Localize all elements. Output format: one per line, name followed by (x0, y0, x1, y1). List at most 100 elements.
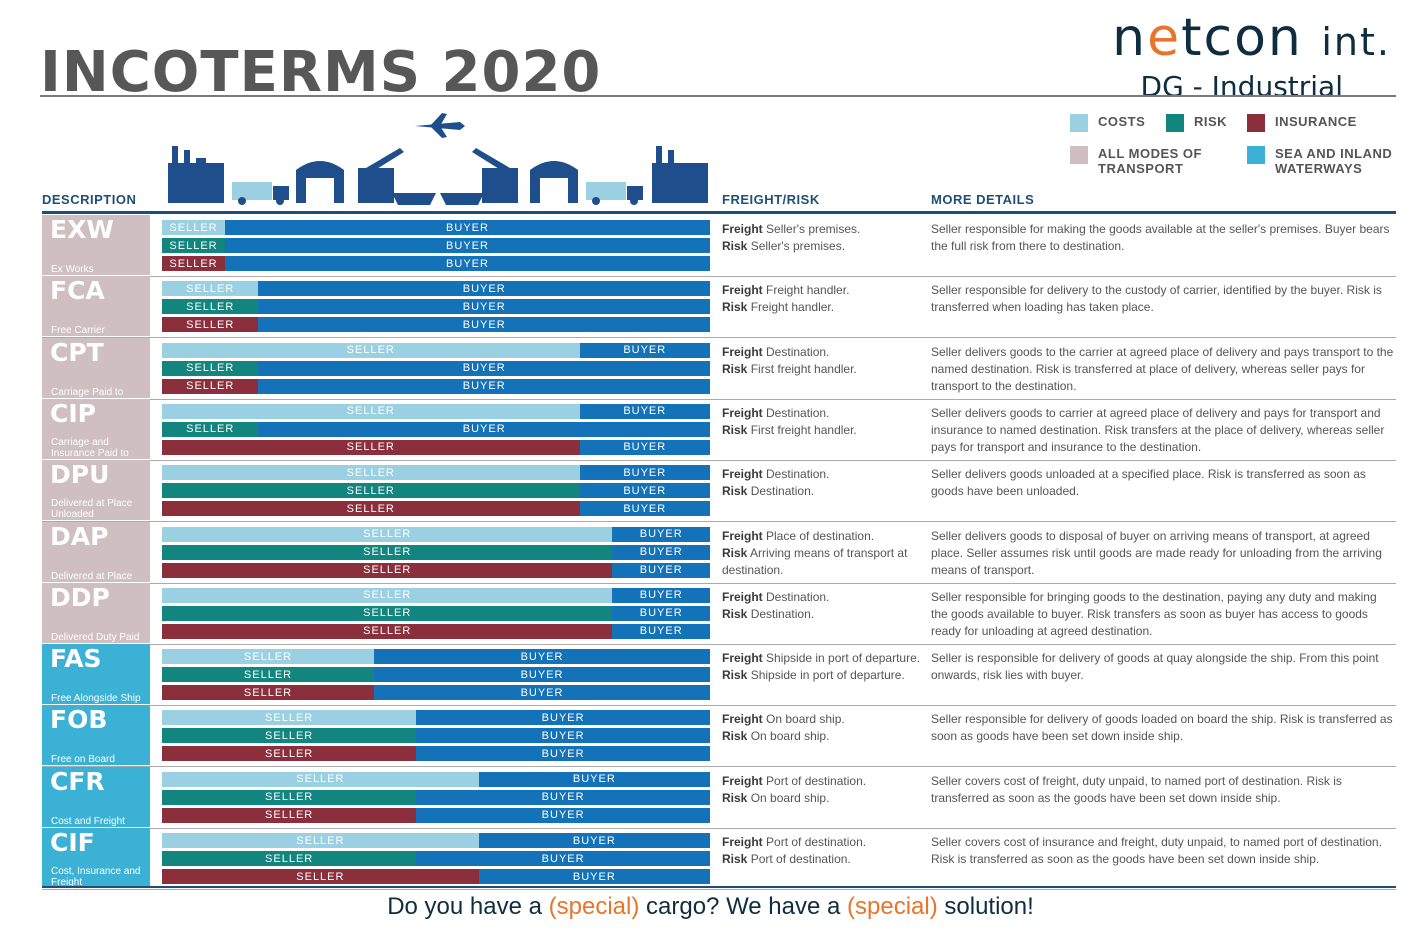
table-top-rule (42, 211, 1396, 214)
responsibility-bars: SELLER BUYER SELLER BUYER SELLER BUYER (162, 771, 710, 826)
term-label-block: CIP Carriage and Insurance Paid to (42, 398, 150, 459)
insurance-bar: SELLER BUYER (162, 378, 710, 394)
term-code: CIP (50, 398, 96, 428)
buyer-segment: BUYER (612, 623, 710, 639)
term-name: Free on Board (51, 754, 115, 766)
seller-segment: SELLER (162, 342, 580, 358)
responsibility-bars: SELLER BUYER SELLER BUYER SELLER BUYER (162, 649, 710, 703)
seller-segment: SELLER (162, 501, 580, 517)
term-name: Ex Works (51, 264, 94, 275)
buyer-segment: BUYER (258, 360, 710, 376)
risk-label: Risk (722, 484, 748, 499)
risk-bar: SELLER BUYER (162, 851, 710, 866)
cost-bar: SELLER BUYER (162, 649, 710, 665)
incoterm-row-fca: FCA Free Carrier SELLER BUYER SELLER BUYER SEL… (42, 276, 1396, 339)
term-label-block: FCA Free Carrier (42, 276, 150, 337)
term-code: EXW (50, 215, 114, 244)
header-more-details: MORE DETAILS (931, 192, 1035, 207)
freight-value: On board ship. (766, 712, 845, 727)
seller-segment: SELLER (162, 256, 226, 271)
more-details-cell: Seller responsible for delivery to the c… (931, 283, 1382, 315)
insurance-bar: SELLER BUYER (162, 256, 710, 271)
insurance-bar: SELLER BUYER (162, 746, 710, 762)
buyer-segment: BUYER (374, 649, 710, 665)
risk-value: Destination. (750, 606, 815, 621)
more-details-cell: Seller responsible for making the goods … (931, 222, 1390, 253)
insurance-bar: SELLER BUYER (162, 807, 710, 823)
risk-value: Arriving means of transport at destinati… (722, 545, 908, 577)
more-details-cell: Seller delivers goods to disposal of buy… (931, 528, 1382, 577)
risk-label: Risk (722, 852, 748, 866)
freight-value: Port of destination. (766, 835, 867, 849)
term-name: Cost and Freight (51, 815, 125, 827)
freight-risk-cell: Freight Place of destination. Risk Arrivi… (722, 528, 927, 579)
incoterm-row-fas: FAS Free Alongside Ship SELLER BUYER SELLER B… (42, 644, 1396, 707)
buyer-segment: BUYER (416, 789, 710, 805)
term-code: CPT (50, 337, 104, 367)
term-name: Delivered Duty Paid (51, 631, 140, 643)
seller-segment: SELLER (162, 439, 580, 455)
incoterm-row-exw: EXW Ex Works SELLER BUYER SELLER BUYER SELLER B… (42, 215, 1396, 277)
risk-label: Risk (722, 668, 748, 683)
seller-segment: SELLER (162, 526, 613, 542)
term-code: CIF (50, 828, 95, 857)
seller-segment: SELLER (162, 562, 613, 578)
term-name: Carriage and Insurance Paid to (51, 436, 129, 459)
freight-label: Freight (722, 651, 763, 666)
more-details-cell: Seller delivers goods to carrier at agre… (931, 405, 1385, 454)
risk-value: On board ship. (750, 790, 830, 805)
term-name: Free Alongside Ship (51, 693, 141, 705)
risk-value: First freight handler. (750, 361, 857, 376)
freight-value: Destination. (766, 589, 830, 604)
cost-bar: SELLER BUYER (162, 771, 710, 787)
legend-insurance: INSURANCE (1247, 114, 1397, 132)
incoterm-row-cfr: CFR Cost and Freight SELLER BUYER SELLER BUYE… (42, 766, 1396, 829)
freight-risk-cell: Freight Destination. Risk Destination. (722, 589, 927, 623)
responsibility-bars: SELLER BUYER SELLER BUYER SELLER BUYER (162, 526, 710, 581)
buyer-segment: BUYER (579, 403, 710, 419)
more-details-cell: Seller covers cost of insurance and frei… (931, 835, 1382, 866)
cost-bar: SELLER BUYER (162, 833, 710, 848)
term-name: Free Carrier (51, 325, 105, 337)
legend-sea: SEA AND INLAND WATERWAYS (1247, 146, 1407, 176)
seller-segment: SELLER (162, 317, 259, 333)
freight-risk-cell: Freight Shipside in port of departure. Ri… (722, 650, 927, 684)
header-rule (40, 95, 1396, 97)
factory-icon (168, 163, 224, 203)
insurance-bar: SELLER BUYER (162, 685, 710, 701)
buyer-segment: BUYER (374, 667, 710, 683)
buyer-segment: BUYER (579, 483, 710, 499)
term-label-block: DAP Delivered at Place (42, 521, 150, 582)
legend-swatch-costs (1070, 114, 1088, 132)
more-details-cell: Seller responsible for bringing goods to… (931, 589, 1377, 638)
risk-value: Seller's premises. (750, 239, 846, 253)
term-name: Cost, Insurance and Freight (51, 866, 141, 888)
buyer-segment: BUYER (579, 439, 710, 455)
risk-value: Freight handler. (750, 300, 835, 315)
freight-value: Destination. (766, 467, 830, 482)
seller-segment: SELLER (162, 544, 613, 560)
legend-swatch-sea (1247, 146, 1265, 164)
seller-segment: SELLER (162, 746, 417, 762)
legend-costs: COSTS (1070, 114, 1230, 132)
header-freight-risk: FREIGHT/RISK (722, 192, 820, 207)
more-details-cell: Seller delivers goods unloaded at a spec… (931, 467, 1366, 499)
term-name: Delivered at Place Unloaded (51, 498, 133, 521)
buyer-segment: BUYER (579, 342, 710, 358)
risk-bar: SELLER BUYER (162, 483, 710, 499)
seller-segment: SELLER (162, 851, 417, 866)
insurance-bar: SELLER BUYER (162, 501, 710, 517)
risk-bar: SELLER BUYER (162, 421, 710, 437)
term-label-block: EXW Ex Works (42, 215, 150, 275)
footer-highlight: (special) (847, 893, 938, 920)
seller-segment: SELLER (162, 587, 613, 603)
seller-segment: SELLER (162, 238, 226, 253)
risk-label: Risk (722, 790, 748, 805)
term-label-block: CIF Cost, Insurance and Freight (42, 828, 150, 888)
freight-label: Freight (722, 712, 763, 727)
insurance-bar: SELLER BUYER (162, 439, 710, 455)
responsibility-bars: SELLER BUYER SELLER BUYER SELLER BUYER (162, 587, 710, 642)
footer-highlight: (special) (548, 893, 640, 920)
responsibility-bars: SELLER BUYER SELLER BUYER SELLER BUYER (162, 833, 710, 887)
freight-value: Place of destination. (766, 528, 875, 543)
